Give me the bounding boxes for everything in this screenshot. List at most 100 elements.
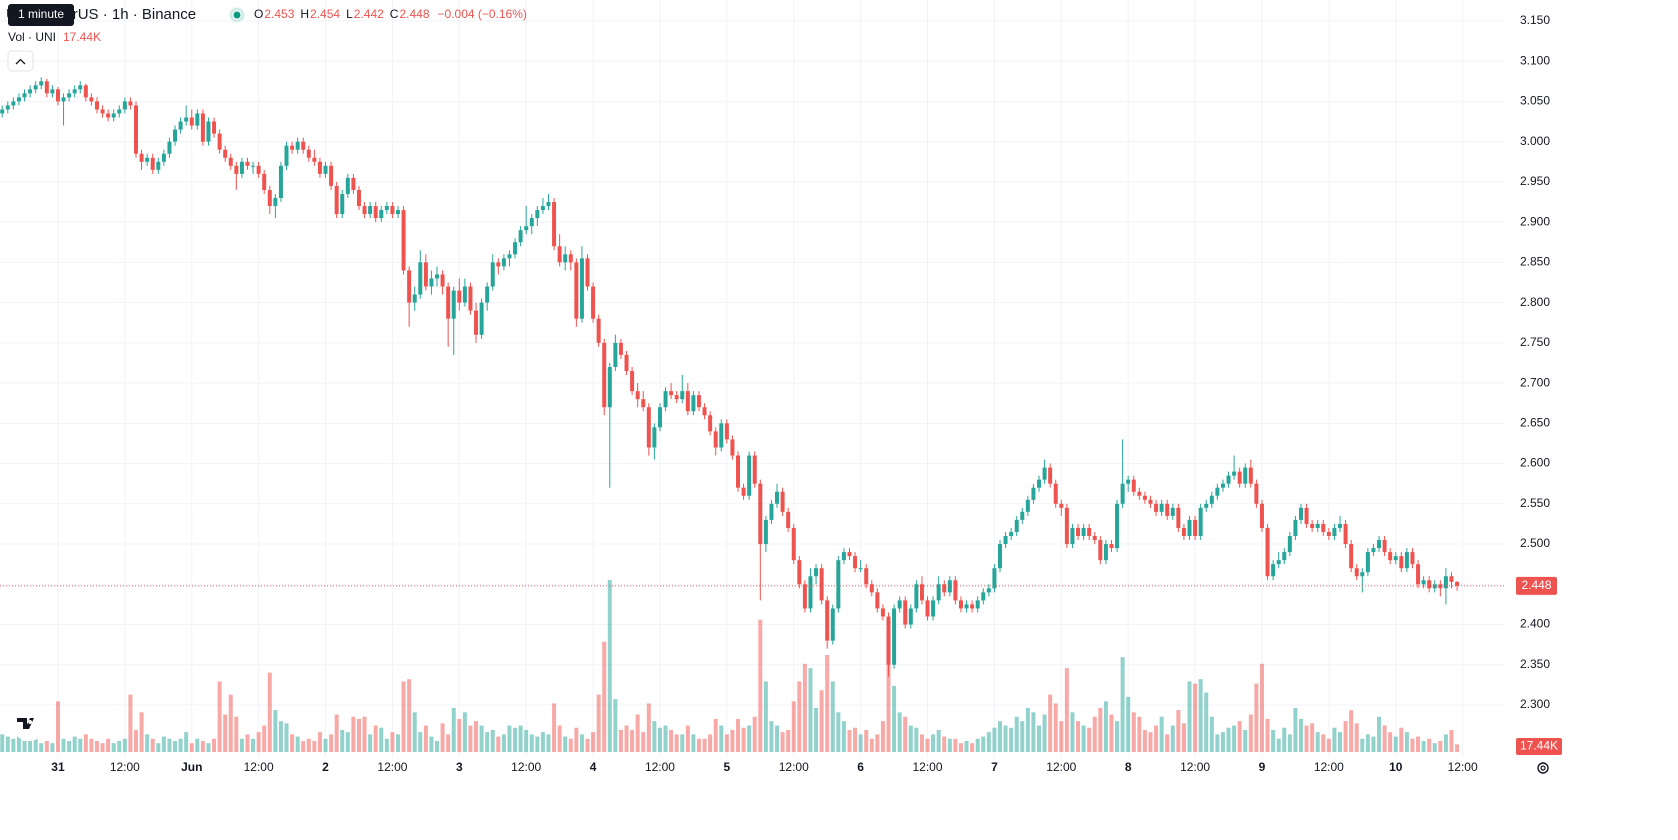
candle-body: [557, 246, 562, 263]
candle-body: [613, 342, 618, 367]
tooltip-box: [8, 4, 74, 26]
candle-body: [22, 93, 27, 98]
candle-body: [55, 89, 60, 102]
candle-body: [111, 113, 116, 118]
volume-bar: [1282, 727, 1287, 752]
volume-bar: [775, 725, 780, 752]
x-tick-label: 12:00: [110, 760, 140, 774]
candle-body: [1416, 564, 1421, 585]
volume-bar: [758, 619, 763, 752]
ohlc-letter: C: [390, 7, 399, 21]
volume-bar: [351, 716, 356, 752]
candle-body: [546, 202, 551, 207]
candle-body: [217, 133, 222, 150]
candle-body: [122, 101, 127, 110]
candle-body: [1410, 552, 1415, 565]
volume-bar: [1416, 736, 1421, 752]
volume-bar: [1432, 743, 1437, 752]
candle-body: [1137, 491, 1142, 496]
candle-body: [1343, 523, 1348, 545]
volume-bar: [1399, 727, 1404, 752]
volume-bar: [111, 743, 116, 752]
volume-bar: [875, 734, 880, 752]
x-tick-label: 10: [1389, 760, 1403, 774]
candle-body: [1053, 483, 1058, 504]
volume-bar: [613, 699, 618, 752]
volume-title: Vol · UNI: [8, 30, 56, 44]
x-tick-label: 12:00: [1314, 760, 1344, 774]
y-tick-label: 2.350: [1520, 657, 1550, 671]
candle-body: [964, 604, 969, 609]
volume-bar: [1293, 707, 1298, 752]
volume-bar: [685, 725, 690, 752]
volume-bar: [33, 734, 38, 752]
candle-body: [786, 511, 791, 528]
volume-bar: [1064, 668, 1069, 752]
volume-bar: [1193, 683, 1198, 752]
volume-bar: [886, 628, 891, 752]
candle-body: [919, 584, 924, 601]
candle-body: [791, 527, 796, 561]
x-tick-label: 4: [590, 760, 597, 774]
volume-bar: [1349, 710, 1354, 752]
candle-body: [1081, 527, 1086, 537]
volume-bar: [1360, 738, 1365, 752]
settings-icon[interactable]: [1537, 762, 1549, 774]
candle-body: [16, 97, 21, 102]
volume-bar: [262, 725, 267, 752]
volume-bar: [44, 740, 49, 752]
candle-body: [351, 177, 356, 190]
candle-body: [1388, 552, 1393, 561]
candle-body: [128, 101, 133, 106]
candle-body: [1443, 576, 1448, 589]
candle-body: [808, 576, 813, 609]
volume-bar: [468, 725, 473, 752]
candle-body: [819, 568, 824, 601]
candle-body: [736, 455, 741, 488]
candle-body: [1181, 527, 1186, 537]
candle-body: [908, 608, 913, 625]
volume-bar: [1087, 727, 1092, 752]
candle-body: [189, 117, 194, 126]
candle-body: [200, 113, 205, 142]
volume-bar: [212, 738, 217, 752]
y-tick-label: 2.550: [1520, 496, 1550, 510]
volume-bar: [669, 729, 674, 752]
volume-bar: [295, 736, 300, 752]
candle-body: [301, 141, 306, 150]
volume-bar: [1165, 734, 1170, 752]
volume-bar: [167, 738, 172, 752]
volume-bar: [39, 743, 44, 752]
candle-body: [1131, 479, 1136, 492]
candle-body: [39, 81, 44, 86]
candle-body: [986, 588, 991, 593]
candle-body: [903, 600, 908, 625]
x-tick-label: 12:00: [377, 760, 407, 774]
volume-bar: [574, 727, 579, 752]
volume-bar: [1254, 683, 1259, 752]
volume-bar: [713, 718, 718, 752]
volume-bar: [786, 729, 791, 752]
volume-bar: [245, 734, 250, 752]
volume-bar: [730, 729, 735, 752]
volume-bar: [128, 694, 133, 752]
volume-bar: [395, 734, 400, 752]
candle-body: [462, 286, 467, 303]
volume-bar: [1321, 734, 1326, 752]
volume-bar: [568, 738, 573, 752]
candle-body: [206, 121, 211, 142]
volume-tag: [1516, 738, 1562, 755]
volume-bar: [11, 738, 16, 752]
candle-body: [83, 85, 88, 98]
volume-bar: [630, 729, 635, 752]
collapse-button[interactable]: [7, 50, 34, 72]
candle-body: [680, 391, 685, 400]
volume-bar: [384, 738, 389, 752]
candle-body: [814, 568, 819, 577]
volume-bar: [591, 732, 596, 752]
candle-body: [618, 342, 623, 355]
candle-body: [1048, 467, 1053, 484]
ohlc-value: 2.442: [354, 7, 384, 21]
volume-bar: [1109, 714, 1114, 752]
